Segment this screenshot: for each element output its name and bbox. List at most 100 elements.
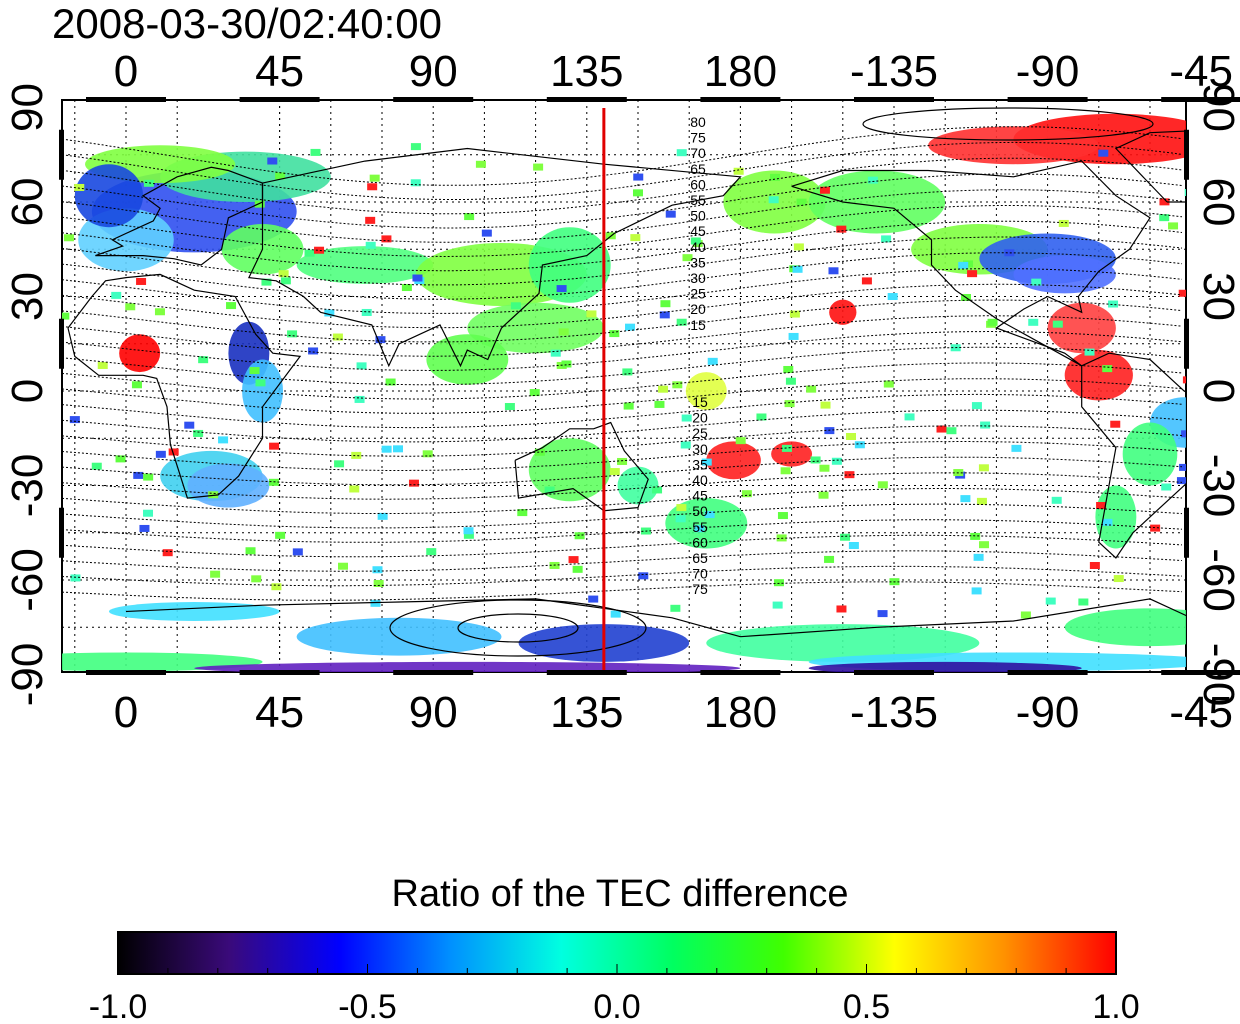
y-tick-label-right: 0 <box>1194 379 1240 403</box>
frame-ticks <box>59 97 1240 675</box>
magnetic-latitude-contour <box>62 378 1183 414</box>
tec-data-square <box>558 328 569 336</box>
tec-data-square <box>349 485 360 493</box>
tec-patch <box>296 617 502 656</box>
tec-data-square <box>780 467 791 475</box>
tec-data-square <box>556 285 567 293</box>
tec-patch <box>119 334 161 373</box>
frame-tick-bottom <box>1007 670 1088 675</box>
tec-data-square <box>63 234 74 242</box>
magnetic-latitude-contour <box>62 157 1183 215</box>
tec-data-square <box>69 416 80 424</box>
tec-data-square <box>707 357 718 365</box>
tec-data-square <box>251 575 262 583</box>
contour-label: 80 <box>690 114 706 130</box>
tec-data-square <box>534 448 545 456</box>
tec-data-square <box>463 531 474 539</box>
tec-data-square <box>690 237 701 245</box>
tec-data-square <box>768 196 779 204</box>
tec-data-square <box>304 249 315 257</box>
tec-data-square <box>741 490 752 498</box>
tec-data-square <box>245 547 256 555</box>
frame-tick-bottom <box>854 670 934 675</box>
tec-data-square <box>292 548 303 556</box>
tec-data-square <box>133 471 144 479</box>
tec-data-square <box>796 198 807 206</box>
contour-label: 40 <box>692 472 708 488</box>
tec-data-square <box>572 565 583 573</box>
tec-data-square <box>1108 300 1119 308</box>
tec-data-square <box>168 448 179 456</box>
magnetic-latitude-contour <box>62 456 1183 486</box>
contour-label: 70 <box>692 566 708 582</box>
contour-label: 35 <box>690 254 706 270</box>
frame-tick-top <box>1161 97 1240 102</box>
magnetic-latitude-contour <box>62 362 1183 400</box>
colorbar-ticks: -1.0 -0.5 0.0 0.5 1.0 <box>89 964 1140 1024</box>
frame-tick-left <box>59 129 64 180</box>
tec-data-square <box>381 235 392 243</box>
contour-label: 50 <box>690 208 706 224</box>
tec-data-square <box>226 302 237 310</box>
tec-data-square <box>1113 575 1124 583</box>
magnetic-latitude-contour <box>62 315 1183 357</box>
frame-tick-right <box>1184 318 1189 369</box>
tec-data-square <box>854 441 865 449</box>
tec-patch <box>528 227 611 303</box>
x-tick-label-top: -45 <box>1169 47 1233 96</box>
tec-data-square <box>1096 501 1107 509</box>
tec-data-square <box>836 225 847 233</box>
y-tick-label-left: -30 <box>3 454 52 518</box>
tec-data-square <box>1181 430 1186 438</box>
x-tick-label-bottom: 45 <box>255 688 304 737</box>
tec-data-square <box>970 532 981 540</box>
tec-data-square <box>1184 189 1186 197</box>
contour-label: 75 <box>692 581 708 597</box>
colorbar-title: Ratio of the TEC difference <box>391 873 849 915</box>
y-tick-label-left: -60 <box>3 548 52 612</box>
tec-data-square <box>625 323 636 331</box>
tec-data-square <box>819 464 830 472</box>
tec-data-square <box>784 400 795 408</box>
contour-label: 30 <box>690 270 706 286</box>
tec-patch <box>1047 302 1116 354</box>
tec-data-square <box>278 270 289 278</box>
x-tick-label-bottom: -90 <box>1016 688 1080 737</box>
tec-data-square <box>659 311 670 319</box>
tec-data-square <box>881 235 892 243</box>
y-tick-label-left: 30 <box>3 272 52 321</box>
tec-data-square <box>980 421 991 429</box>
tec-data-square <box>1004 249 1015 257</box>
tec-data-square <box>351 451 362 459</box>
tec-data-square <box>111 291 122 299</box>
tec-data-square <box>70 574 81 582</box>
tec-data-square <box>810 456 821 464</box>
contour-label: 35 <box>692 456 708 472</box>
tec-data-square <box>789 310 800 318</box>
tec-data-square <box>136 277 147 285</box>
tec-data-square <box>280 277 291 285</box>
tec-data-square <box>701 458 712 466</box>
tec-patch <box>528 438 611 502</box>
tec-data-square <box>544 486 555 494</box>
coastline <box>1081 352 1186 559</box>
tec-data-square <box>255 379 266 387</box>
x-tick-label-bottom: -45 <box>1169 688 1233 737</box>
tec-data-square <box>976 497 987 505</box>
tec-data-square <box>1176 477 1186 485</box>
colorbar-tick-label: -1.0 <box>89 988 148 1024</box>
tec-data-square <box>824 555 835 563</box>
tec-data-square <box>1052 320 1063 328</box>
tec-data-square <box>1150 524 1161 532</box>
tec-data-square <box>1102 365 1113 373</box>
tec-data-square <box>162 549 173 557</box>
tec-patch <box>426 334 509 385</box>
contour-label: 15 <box>692 394 708 410</box>
contour-label: 65 <box>692 550 708 566</box>
frame-tick-top <box>854 97 934 102</box>
tec-data-square <box>1182 376 1186 384</box>
tec-data-square <box>385 378 396 386</box>
tec-data-square <box>1161 483 1172 491</box>
x-tick-label-bottom: -135 <box>850 688 938 737</box>
